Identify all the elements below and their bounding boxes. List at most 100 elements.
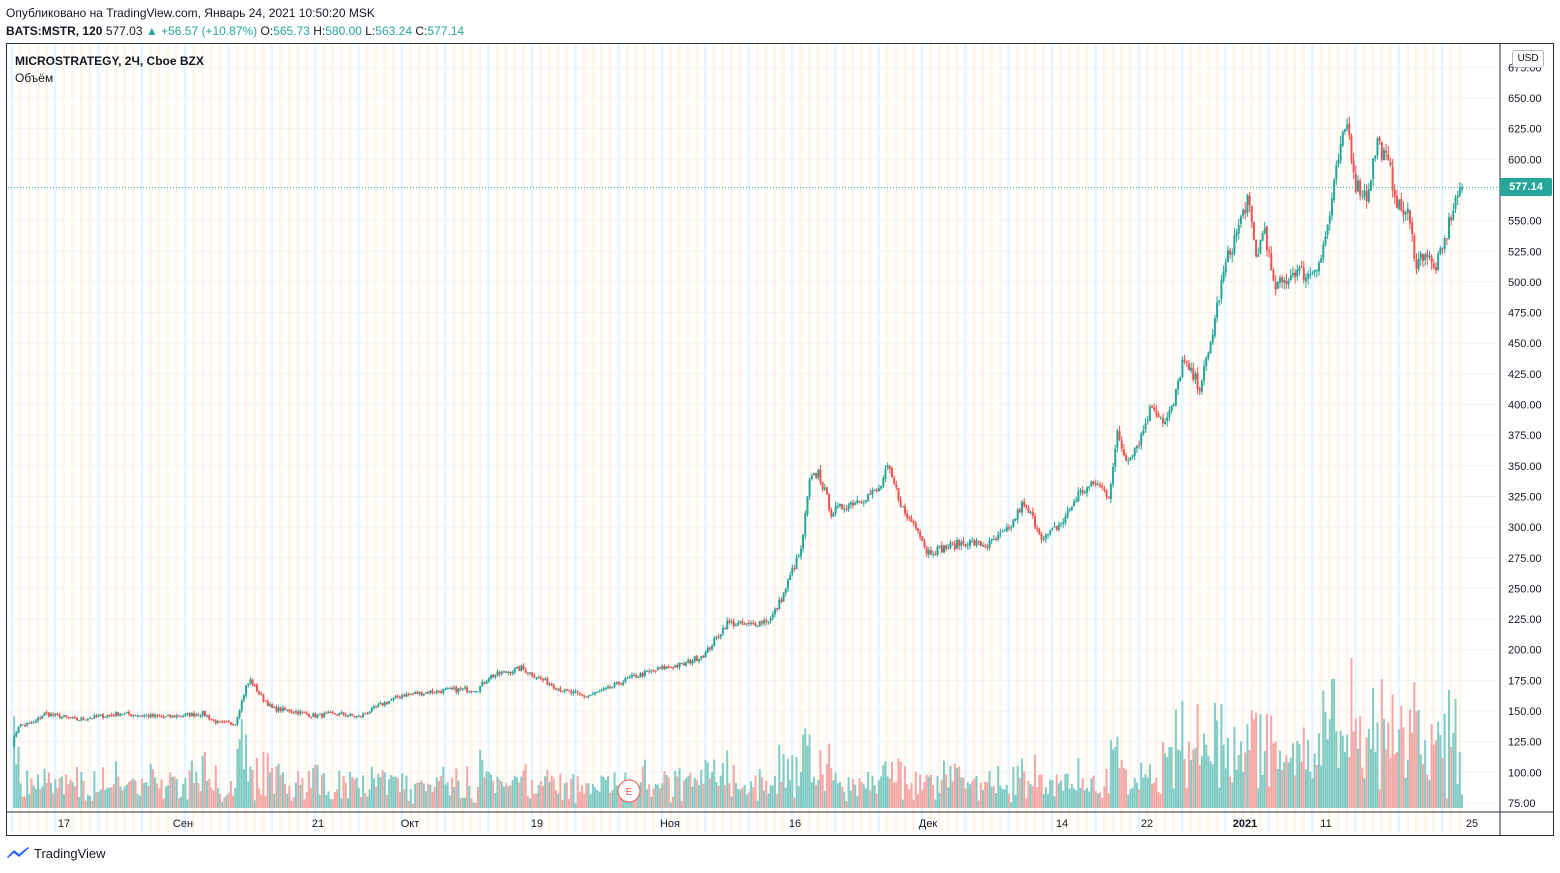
candle-body [1424, 254, 1427, 260]
candle-body [797, 556, 800, 558]
chart-frame[interactable] [6, 43, 1554, 836]
volume-bar [531, 779, 534, 808]
candle-body [552, 685, 555, 689]
session-band [608, 44, 612, 832]
session-band [1198, 44, 1201, 832]
volume-bar [828, 743, 831, 808]
candle-body [513, 668, 516, 673]
candle-body [242, 695, 245, 701]
candle-body [1192, 368, 1195, 380]
volume-bar [1335, 731, 1338, 808]
currency-button[interactable]: USD [1512, 50, 1544, 68]
candle-body [1317, 262, 1320, 272]
volume-bar [802, 734, 805, 808]
candle-body [1079, 489, 1082, 492]
volume-bar [1226, 737, 1229, 808]
session-band [1267, 44, 1271, 832]
candle-body [1010, 527, 1013, 529]
volume-bar [1157, 791, 1160, 808]
session-band [842, 44, 846, 832]
candle-body [1335, 165, 1338, 180]
volume-bar [741, 787, 744, 808]
legend-volume[interactable]: Объём [15, 71, 54, 85]
volume-bar [704, 759, 707, 808]
candle-body [1190, 367, 1193, 371]
session-band [1345, 44, 1349, 832]
candle-body [656, 667, 659, 671]
candle-body [91, 718, 94, 720]
session-band [1094, 44, 1097, 832]
volume-bar [609, 792, 612, 808]
volume-bar [338, 770, 341, 808]
candle-body [323, 713, 326, 718]
candle-body [1378, 137, 1381, 142]
session-band [1423, 44, 1427, 832]
session-band [166, 44, 170, 832]
volume-bar [156, 783, 159, 808]
symbol[interactable]: BATS:MSTR, 120 [6, 24, 103, 38]
volume-bar [734, 782, 737, 808]
candle-body [238, 710, 241, 718]
earnings-icon[interactable] [617, 779, 641, 803]
volume-bar [559, 773, 562, 808]
candle-body [149, 714, 152, 718]
volume-bar [882, 765, 885, 808]
candle-body [1402, 209, 1405, 216]
volume-bar [39, 788, 42, 808]
session-band [894, 44, 898, 832]
candle-body [288, 709, 291, 712]
volume-bar [693, 777, 696, 808]
candle-body [1400, 198, 1403, 211]
session-band [1007, 44, 1011, 832]
volume-bar [737, 788, 740, 808]
candle-body [669, 667, 672, 669]
session-band [929, 44, 932, 832]
candle-body [496, 671, 499, 676]
candle-body [50, 713, 53, 717]
volume-bar [912, 799, 915, 808]
candle-body [1289, 275, 1292, 281]
candle-body [674, 665, 677, 668]
session-band [738, 44, 742, 832]
candle-body [533, 675, 536, 678]
candle-body [54, 713, 57, 716]
session-band [834, 44, 837, 832]
volume-bar [357, 787, 360, 808]
candle-body [715, 636, 718, 639]
candle-body [1125, 455, 1128, 461]
volume-bar [927, 776, 930, 808]
volume-bar [1291, 743, 1294, 808]
session-band [322, 44, 326, 832]
volume-bar [916, 794, 919, 808]
volume-bar [945, 774, 948, 808]
candle-body [1391, 166, 1394, 191]
candle-body [108, 714, 111, 716]
candle-body [1198, 388, 1201, 392]
volume-bar [544, 776, 547, 808]
footer-brand[interactable]: TradingView [34, 845, 106, 861]
candle-body [67, 716, 70, 718]
session-band [331, 44, 334, 832]
candle-body [1398, 200, 1401, 209]
volume-bar [442, 766, 445, 808]
y-tick-label: 375.00 [1508, 430, 1542, 442]
candle-body [999, 533, 1002, 535]
candle-body [132, 715, 135, 717]
volume-bar [607, 776, 610, 808]
candle-body [1036, 527, 1039, 530]
candle-body [206, 715, 209, 717]
session-band [183, 44, 187, 832]
candle-body [1209, 342, 1212, 354]
session-band [496, 44, 499, 832]
volume-bar [437, 780, 440, 808]
volume-bar [390, 775, 393, 808]
volume-bar [340, 798, 343, 808]
close-value: 577.14 [427, 24, 465, 38]
candle-body [1220, 280, 1223, 300]
candle-body [279, 707, 282, 712]
volume-bar [856, 795, 859, 808]
volume-bar [1268, 786, 1271, 808]
legend-title[interactable]: MICROSTRATEGY, 2Ч, Cboe BZX [15, 54, 204, 68]
session-band [1016, 44, 1019, 832]
